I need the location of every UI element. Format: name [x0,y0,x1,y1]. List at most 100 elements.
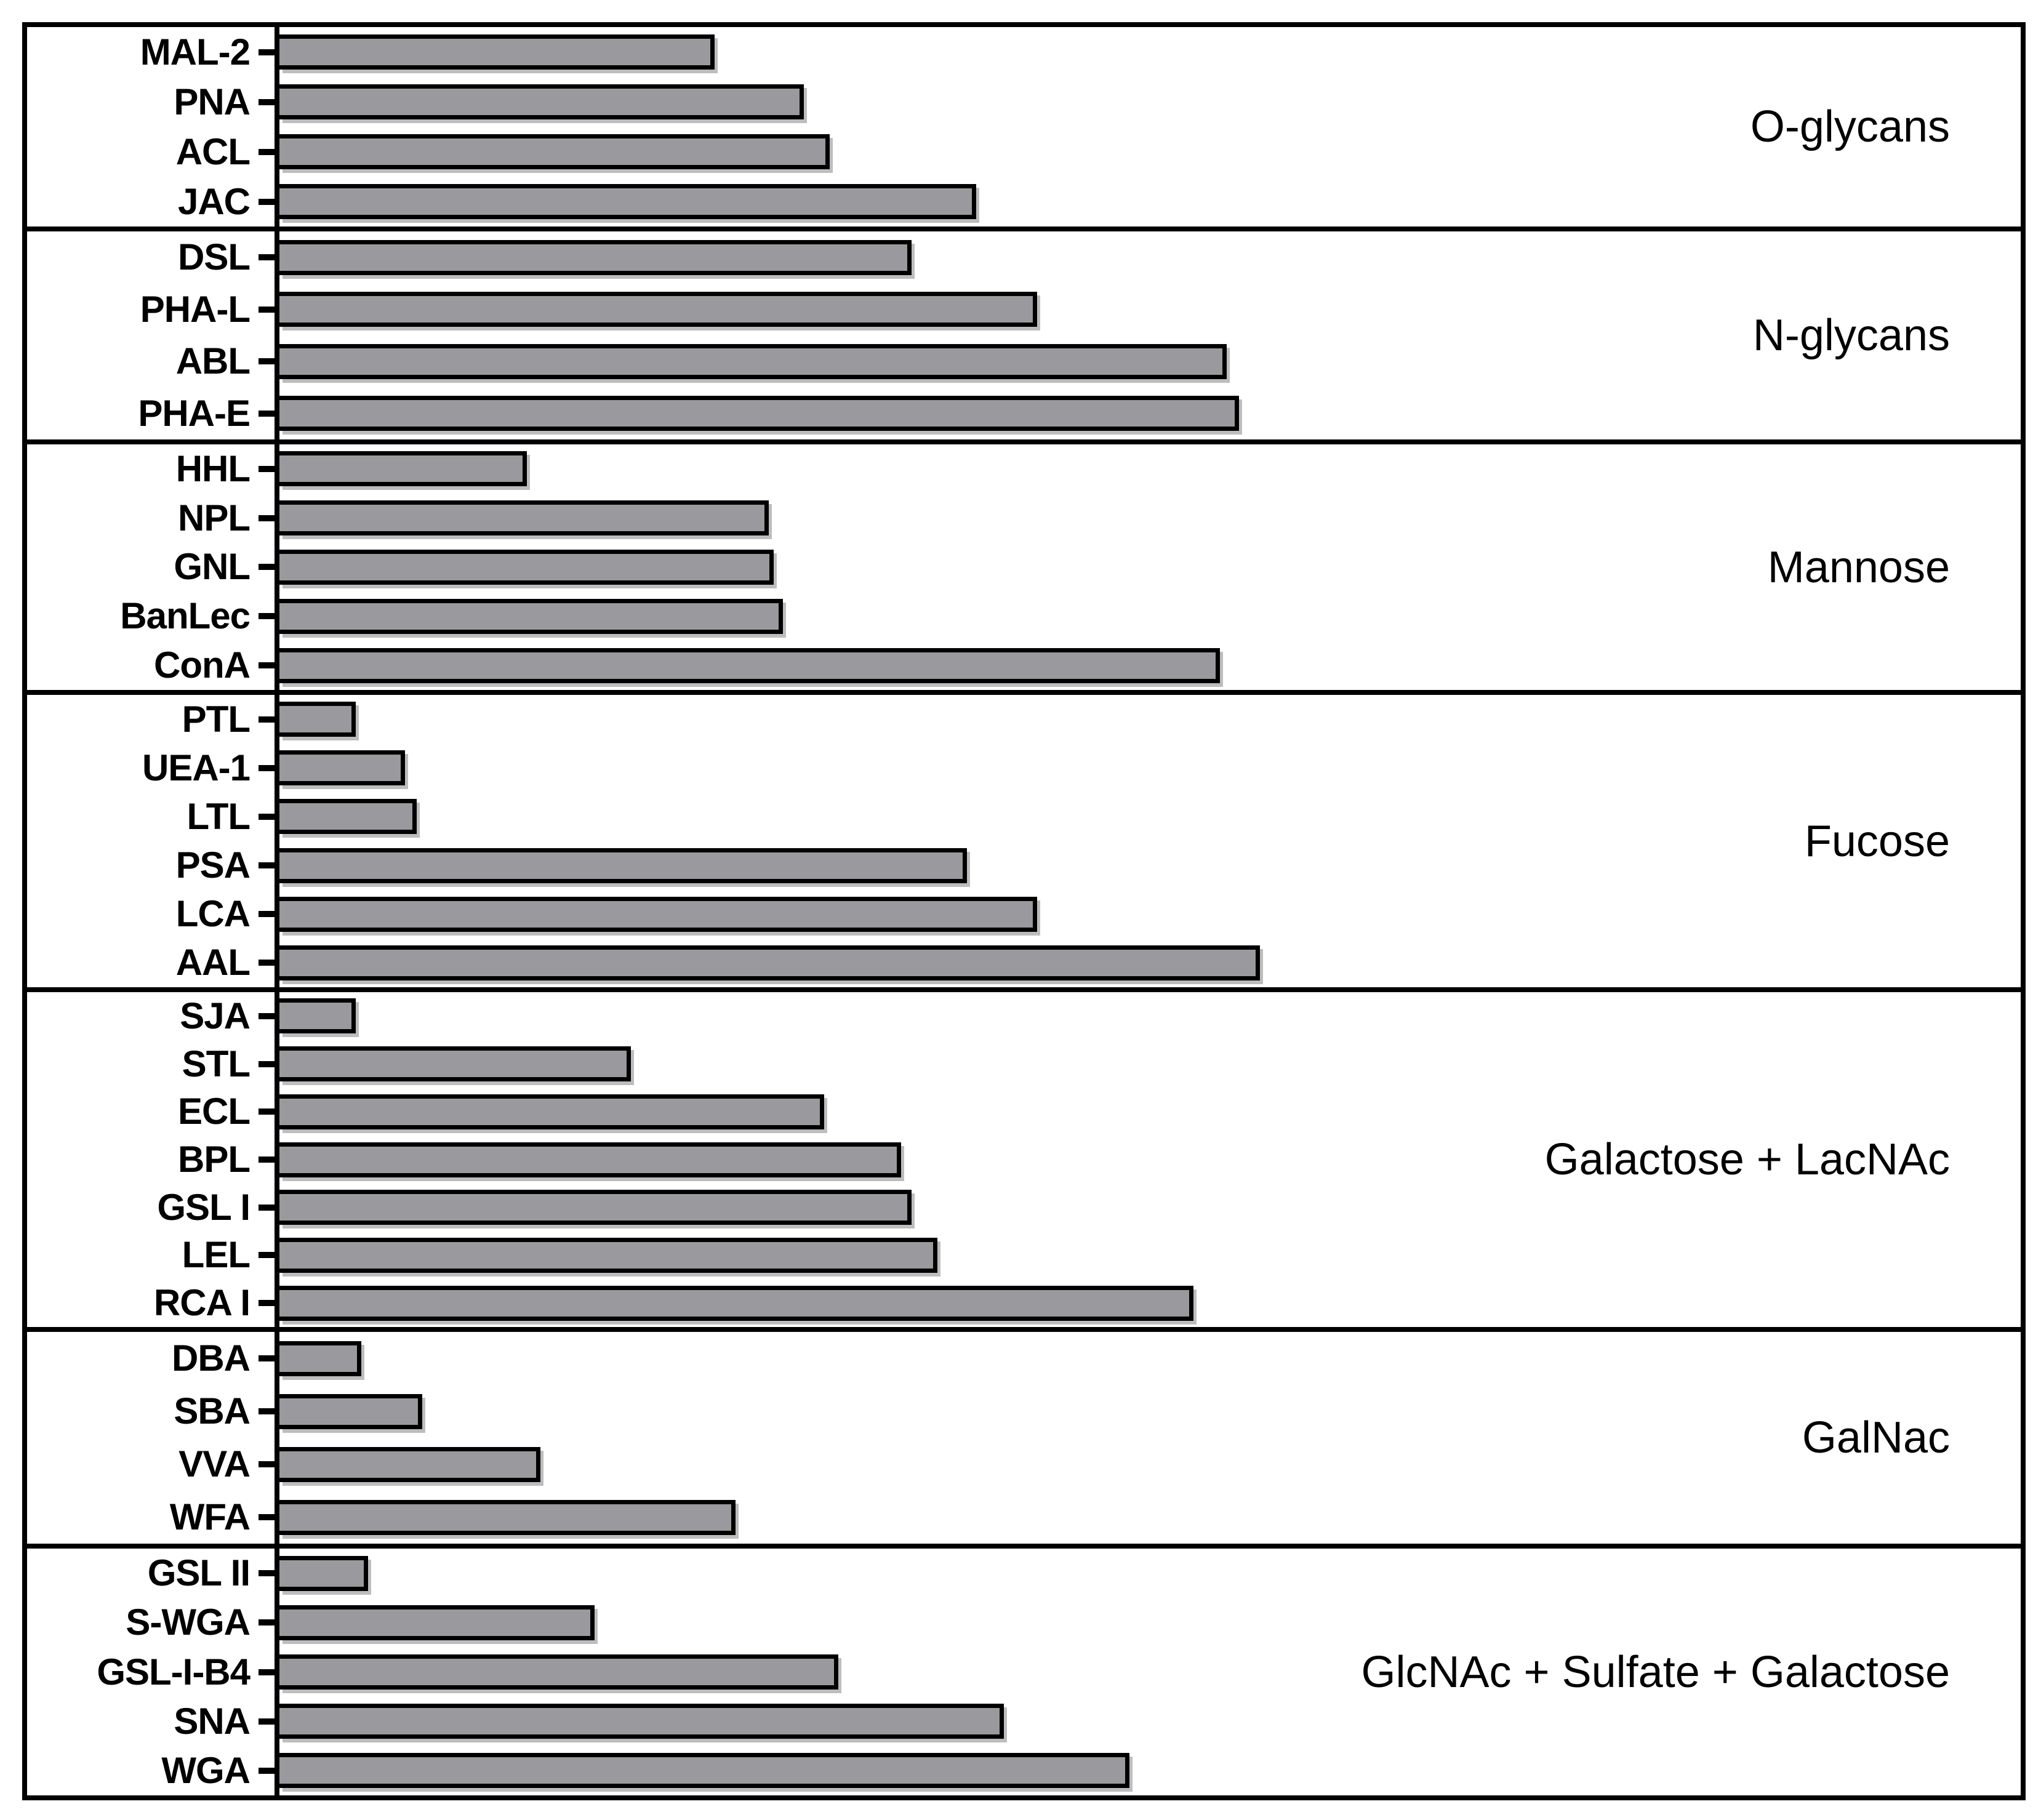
axis-tick [259,1461,275,1467]
bar-row: PHA-L [27,283,2021,335]
plot-area [275,992,2021,1040]
bar [279,1341,361,1376]
y-axis-label: PHA-L [140,288,251,330]
bar-rows: DSL PHA-L [27,231,2021,439]
panel-n-glycans: DSL PHA-L [27,226,2021,439]
axis-tick [259,49,275,55]
group-label-glcnac-sulfate-galactose: GlcNAc + Sulfate + Galactose [1361,1647,1950,1697]
bar-row: ABL [27,335,2021,388]
bar-row: ECL [27,1088,2021,1136]
bar [279,84,804,119]
bar [279,500,769,536]
axis-tick [259,613,275,620]
y-axis-label: BPL [178,1139,251,1181]
bar [279,1605,595,1640]
group-label-fucose: Fucose [1804,816,1950,866]
bar [279,343,1227,379]
bar-row: BPL [27,1136,2021,1184]
bar-row: PHA-E [27,387,2021,439]
bar [279,451,527,487]
axis-tick [259,1619,275,1626]
plot-area [275,177,2021,226]
axis-tick [259,98,275,105]
axis-tick [259,1108,275,1115]
axis-tick [259,1300,275,1307]
plot-area [275,1696,2021,1746]
axis-tick [259,764,275,771]
plot-area [275,1746,2021,1796]
plot-area [275,889,2021,939]
y-axis-label: SJA [180,995,251,1036]
y-axis-label: BanLec [120,595,251,637]
plot-area [275,744,2021,793]
bar [279,998,356,1034]
group-label-galactose-lacnac: Galactose + LacNAc [1544,1135,1950,1184]
axis-tick [259,465,275,472]
bar [279,945,1260,980]
bar-row: ConA [27,641,2021,690]
axis-tick [259,1767,275,1774]
plot-area [275,1136,2021,1184]
bar [279,1094,825,1129]
panel-o-glycans: MAL-2 PNA [27,27,2021,226]
bar-row: RCA I [27,1279,2021,1328]
bar-row: AAL [27,938,2021,988]
axis-tick [259,1355,275,1361]
bar-row: GSL II [27,1549,2021,1598]
bar-row: S-WGA [27,1598,2021,1648]
panel-mannose: HHL NPL [27,439,2021,690]
bar [279,1704,1004,1739]
y-axis-label: GSL-I-B4 [97,1651,251,1693]
bar [279,1393,422,1429]
bar [279,702,356,737]
bar [279,239,912,275]
plot-area [275,283,2021,335]
bar-row: BanLec [27,591,2021,641]
bar [279,1046,632,1082]
y-axis-label: ECL [178,1091,251,1132]
bar-row: DBA [27,1332,2021,1385]
panel-galactose-lacnac: SJA STL [27,987,2021,1328]
plot-area [275,444,2021,494]
bar-row: JAC [27,177,2021,226]
bar [279,848,968,883]
bar-row: GSL-I-B4 [27,1647,2021,1697]
plot-area [275,231,2021,284]
grouped-horizontal-bar-chart: MAL-2 PNA [22,22,2026,1800]
y-axis-label: PNA [174,81,251,122]
plot-area [275,1385,2021,1438]
axis-tick [259,564,275,571]
y-axis-label: UEA-1 [142,747,251,788]
y-axis-label: ABL [175,340,251,382]
bar-row: HHL [27,444,2021,494]
y-axis-label: WGA [161,1749,251,1791]
axis-tick [259,306,275,313]
plot-area [275,1549,2021,1598]
plot-area [275,1598,2021,1648]
axis-tick [259,1157,275,1163]
axis-tick [259,1012,275,1019]
bar-row: GSL I [27,1183,2021,1232]
y-axis-label: SBA [174,1390,251,1432]
bar-row: PSA [27,841,2021,890]
bar-rows: GSL II S-WGA [27,1549,2021,1796]
group-label-o-glycans: O-glycans [1750,102,1950,151]
bar [279,1237,938,1273]
plot-area [275,493,2021,543]
axis-tick [259,1252,275,1259]
bar-rows: SJA STL [27,992,2021,1328]
y-axis-label: SNA [174,1700,251,1742]
bar [279,1190,912,1225]
bar [279,1753,1129,1789]
bar [279,1142,901,1177]
bar-row: UEA-1 [27,744,2021,793]
axis-tick [259,1669,275,1675]
y-axis-label: DBA [172,1337,251,1379]
bar-rows: DBA SBA [27,1332,2021,1544]
plot-area [275,1088,2021,1136]
plot-area [275,1332,2021,1385]
axis-tick [259,198,275,205]
axis-tick [259,1060,275,1067]
y-axis-label: AAL [175,942,251,984]
plot-area [275,1279,2021,1328]
